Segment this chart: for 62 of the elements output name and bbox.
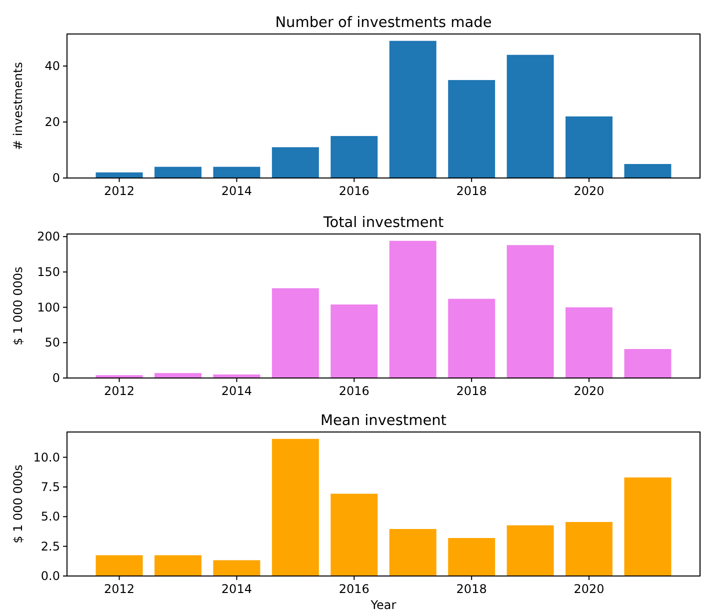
bar [448, 80, 496, 178]
bar [330, 304, 378, 378]
x-tick-label: 2020 [574, 582, 604, 596]
x-tick-label: 2012 [104, 184, 135, 198]
bar [389, 240, 436, 378]
y-axis-title: # investments [11, 62, 25, 150]
y-tick-label: 2.5 [40, 539, 60, 554]
x-tick-label: 2018 [456, 184, 487, 198]
x-tick-label: 2012 [104, 384, 135, 398]
x-tick-label: 2012 [104, 582, 135, 596]
y-tick-label: 10.0 [33, 450, 60, 464]
bar [154, 166, 202, 178]
y-axis-title: $ 1 000 000s [11, 266, 25, 346]
bar [624, 349, 672, 378]
chart-title: Total investment [322, 215, 444, 231]
bar [566, 307, 613, 378]
bar [506, 54, 554, 178]
bar [448, 538, 496, 576]
chart-title: Mean investment [320, 413, 447, 429]
y-tick-label: 50 [44, 336, 60, 350]
bar [330, 136, 378, 178]
bar [154, 373, 202, 378]
bar [566, 522, 613, 576]
y-tick-label: 150 [37, 264, 60, 279]
bar [272, 147, 319, 178]
x-tick-label: 2014 [221, 184, 252, 198]
bar [389, 40, 436, 178]
x-tick-label: 2016 [338, 184, 370, 198]
bar [154, 555, 202, 576]
bar [272, 288, 319, 378]
y-tick-label: 0 [52, 371, 60, 385]
x-tick-label: 2018 [456, 384, 487, 398]
x-tick-label: 2020 [574, 184, 604, 198]
bar [624, 164, 672, 178]
y-axis-title: $ 1 000 000s [11, 464, 25, 544]
y-tick-label: 0.0 [40, 569, 60, 583]
y-tick-label: 0 [52, 171, 60, 185]
x-axis-title: Year [370, 598, 396, 612]
x-tick-label: 2014 [221, 384, 252, 398]
bar [624, 477, 672, 576]
x-tick-label: 2020 [574, 384, 604, 398]
y-tick-label: 40 [44, 59, 60, 74]
x-tick-label: 2016 [338, 384, 370, 398]
bar [213, 560, 260, 576]
y-tick-label: 200 [37, 230, 60, 244]
bar [506, 245, 554, 378]
x-tick-label: 2018 [456, 582, 487, 596]
bar [389, 528, 436, 576]
bar [213, 166, 260, 178]
bar [272, 438, 319, 576]
bar [566, 116, 613, 178]
bar [330, 494, 378, 576]
bar [506, 525, 554, 576]
chart-title: Number of investments made [275, 15, 492, 31]
y-tick-label: 7.5 [40, 480, 60, 494]
x-tick-label: 2016 [338, 582, 370, 596]
y-tick-label: 100 [37, 300, 60, 314]
bar [448, 298, 496, 378]
bar [96, 555, 143, 576]
y-tick-label: 5.0 [40, 510, 60, 524]
x-tick-label: 2014 [221, 582, 252, 596]
y-tick-label: 20 [44, 115, 60, 130]
